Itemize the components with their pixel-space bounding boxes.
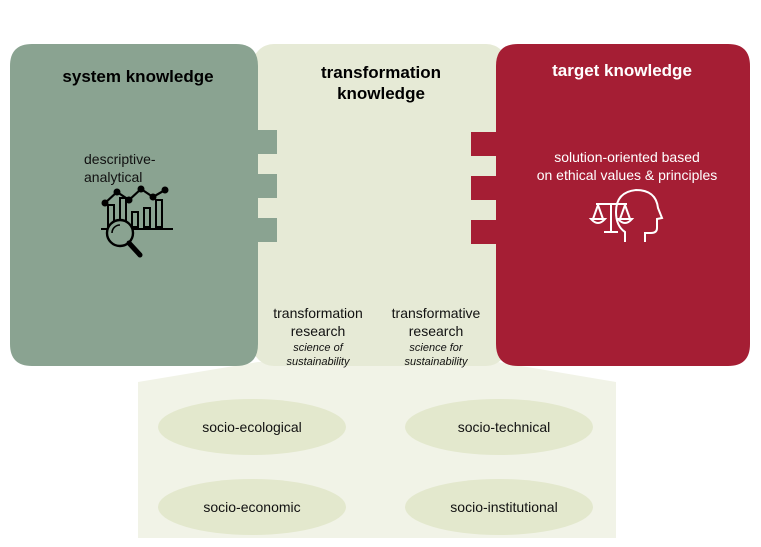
transformation-research-subtitle: science of sustainability bbox=[286, 342, 350, 368]
domain-socio-institutional: socio-institutional bbox=[450, 499, 558, 515]
transformation-block bbox=[252, 44, 508, 366]
system-tab-3 bbox=[252, 218, 277, 242]
transformation-research-title: transformation research bbox=[273, 305, 363, 339]
transformative-research-subtitle: science for sustainability bbox=[404, 342, 468, 368]
oval-socio-economic bbox=[158, 479, 346, 535]
target-tab-2 bbox=[471, 176, 498, 200]
system-description: descriptive- analytical bbox=[84, 151, 156, 185]
transformative-research-title: transformative research bbox=[391, 305, 481, 339]
chart-magnifier-icon bbox=[101, 185, 173, 258]
oval-socio-institutional bbox=[405, 479, 593, 535]
target-knowledge-title: target knowledge bbox=[552, 61, 692, 80]
target-tab-3 bbox=[471, 220, 498, 244]
scales-head-icon bbox=[588, 188, 664, 242]
target-description: solution-oriented based on ethical value… bbox=[536, 149, 718, 183]
oval-socio-technical bbox=[405, 399, 593, 455]
oval-socio-ecological bbox=[158, 399, 346, 455]
domain-socio-ecological: socio-ecological bbox=[202, 419, 302, 435]
system-knowledge-title: system knowledge bbox=[62, 67, 214, 86]
transformation-knowledge-title: transformation knowledge bbox=[321, 63, 441, 103]
system-tab-2 bbox=[252, 174, 277, 198]
target-tab-1 bbox=[471, 132, 498, 156]
system-block bbox=[10, 44, 258, 366]
system-tab-1 bbox=[252, 130, 277, 154]
domain-socio-technical: socio-technical bbox=[457, 419, 551, 435]
domain-socio-economic: socio-economic bbox=[203, 499, 301, 515]
lower-panel-connector bbox=[138, 362, 616, 382]
